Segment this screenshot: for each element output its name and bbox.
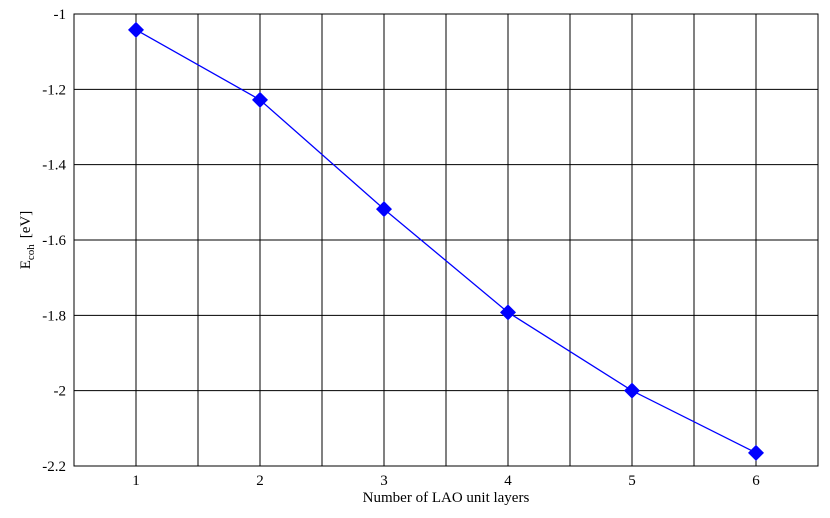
x-tick-label: 4	[504, 473, 512, 489]
y-tick-label: -1.8	[42, 308, 66, 324]
y-tick-label: -1.6	[42, 233, 66, 249]
x-tick-label: 5	[628, 473, 636, 489]
y-tick-label: -2	[54, 384, 67, 400]
x-tick-label: 3	[380, 473, 388, 489]
x-axis-label: Number of LAO unit layers	[363, 490, 530, 506]
data-point	[624, 382, 640, 399]
y-label-unit: [eV]	[18, 211, 34, 238]
y-axis-label: Ecoh [eV]	[18, 211, 37, 270]
data-point	[252, 91, 268, 108]
data-point	[376, 201, 392, 218]
x-tick-label: 6	[752, 473, 760, 489]
y-tick-label: -1.4	[42, 158, 66, 174]
x-tick-label: 1	[132, 473, 140, 489]
data-point	[128, 21, 144, 38]
y-tick-label: -2.2	[42, 459, 66, 475]
plot-frame	[73, 13, 819, 467]
y-tick-label: -1	[54, 7, 67, 23]
y-label-symbol: E	[18, 260, 34, 269]
series-line	[135, 29, 757, 454]
data-point	[500, 304, 516, 321]
data-point	[748, 444, 764, 461]
y-tick-label: -1.2	[42, 82, 66, 98]
y-label-subscript: coh	[25, 244, 37, 260]
x-tick-label: 2	[256, 473, 264, 489]
